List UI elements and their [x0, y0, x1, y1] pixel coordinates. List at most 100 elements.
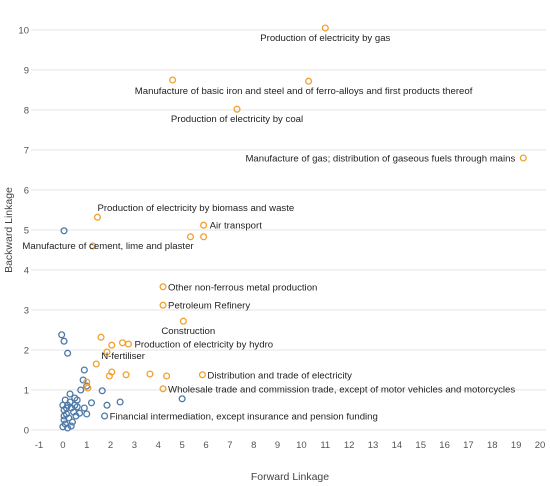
data-point-highlighted	[93, 213, 101, 221]
x-tick-label: 12	[344, 440, 355, 451]
data-point-highlighted	[305, 77, 313, 85]
data-point-other	[60, 227, 68, 235]
x-tick-label: 19	[511, 440, 522, 451]
point-label: Manufacture of gas; distribution of gase…	[245, 154, 515, 165]
data-point-highlighted	[146, 370, 154, 378]
data-point-other	[101, 412, 109, 420]
data-point-highlighted	[103, 348, 111, 356]
x-tick-label: 3	[132, 440, 137, 451]
x-tick-label: 8	[251, 440, 256, 451]
x-tick-label: 10	[296, 440, 307, 451]
data-point-other	[60, 412, 68, 420]
data-point-highlighted	[179, 317, 187, 325]
x-axis-title: Forward Linkage	[251, 471, 329, 483]
x-tick-labels: -1 0 1 2 3 4 5 6 7 8 9 10 11 12 13 14 15 16 17 18 19 20	[35, 440, 546, 451]
data-point-highlighted	[159, 385, 167, 393]
data-point-other	[64, 349, 72, 357]
data-point-other	[68, 418, 76, 426]
y-tick-label: 4	[24, 266, 29, 277]
data-point-highlighted	[233, 105, 241, 113]
data-point-other	[178, 395, 186, 403]
data-point-highlighted	[200, 233, 208, 241]
x-tick-label: -1	[35, 440, 43, 451]
data-point-other	[80, 404, 88, 412]
data-point-other	[62, 404, 70, 412]
data-point-other	[116, 398, 124, 406]
data-point-highlighted	[200, 221, 208, 229]
data-point-highlighted	[159, 283, 167, 291]
data-point-highlighted	[105, 372, 113, 380]
point-label: Production of electricity by biomass and…	[97, 203, 294, 214]
point-label: Distribution and trade of electricity	[207, 370, 352, 381]
x-tick-label: 4	[156, 440, 161, 451]
y-tick-label: 3	[24, 306, 29, 317]
x-tick-label: 0	[60, 440, 65, 451]
point-label: Construction	[161, 326, 215, 337]
y-tick-label: 9	[24, 66, 29, 77]
data-point-highlighted	[108, 341, 116, 349]
point-label: Production of electricity by gas	[260, 33, 390, 44]
point-label: Other non-ferrous metal production	[168, 282, 317, 293]
x-tick-label: 6	[203, 440, 208, 451]
point-label: N-fertiliser	[101, 351, 146, 362]
x-tick-label: 20	[535, 440, 546, 451]
point-label: Wholesale trade and commission trade, ex…	[168, 384, 515, 395]
data-point-other	[80, 366, 88, 374]
point-label: Financial intermediation, except insuran…	[110, 412, 378, 423]
y-tick-labels: 0 1 2 3 4 5 6 7 8 9 10	[18, 26, 29, 437]
data-point-other	[83, 410, 91, 418]
x-tick-label: 16	[439, 440, 450, 451]
data-point-highlighted	[321, 24, 329, 32]
data-point-other	[98, 387, 106, 395]
x-tick-label: 15	[415, 440, 426, 451]
point-label: Production of electricity by hydro	[134, 340, 273, 351]
data-point-other	[79, 376, 87, 384]
x-tick-label: 7	[227, 440, 232, 451]
x-tick-label: 1	[84, 440, 89, 451]
data-point-highlighted	[163, 372, 171, 380]
data-point-highlighted	[83, 378, 91, 386]
point-label: Manufacture of basic iron and steel and …	[135, 86, 473, 97]
data-point-highlighted	[159, 301, 167, 309]
data-point-other	[103, 401, 111, 409]
data-point-other	[87, 399, 96, 407]
x-tick-label: 14	[392, 440, 403, 451]
data-point-other	[66, 390, 74, 398]
data-point-highlighted	[186, 233, 195, 241]
data-point-highlighted	[519, 154, 527, 162]
data-point-other	[71, 401, 79, 409]
data-point-highlighted	[169, 76, 177, 84]
data-point-other	[67, 422, 75, 430]
x-tick-label: 18	[487, 440, 498, 451]
data-point-highlighted	[124, 340, 133, 348]
data-point-other	[60, 416, 68, 424]
point-label: Manufacture of cement, lime and plaster	[22, 241, 194, 252]
data-point-highlighted	[89, 242, 97, 250]
y-tick-label: 0	[24, 426, 29, 437]
data-point-highlighted	[97, 333, 105, 341]
data-point-other	[59, 423, 67, 431]
y-tick-label: 8	[24, 106, 29, 117]
x-tick-label: 5	[179, 440, 184, 451]
data-point-highlighted	[122, 371, 130, 379]
data-points	[58, 24, 527, 432]
y-tick-label: 5	[24, 226, 29, 237]
grid-layer	[31, 29, 546, 431]
data-point-other	[64, 424, 72, 432]
data-point-highlighted	[118, 339, 127, 347]
y-tick-label: 2	[24, 346, 29, 357]
x-tick-label: 13	[368, 440, 379, 451]
data-point-other	[60, 337, 68, 345]
y-tick-label: 1	[24, 386, 29, 397]
data-point-highlighted	[198, 371, 206, 379]
data-point-other	[76, 409, 84, 417]
y-tick-label: 6	[24, 186, 29, 197]
data-point-other	[66, 398, 74, 406]
x-tick-label: 9	[275, 440, 280, 451]
data-point-other	[77, 386, 85, 394]
x-tick-label: 11	[320, 440, 330, 451]
data-point-highlighted	[92, 360, 100, 368]
y-tick-label: 7	[24, 146, 29, 157]
point-labels: Production of electricity by gas Manufact…	[22, 33, 515, 423]
